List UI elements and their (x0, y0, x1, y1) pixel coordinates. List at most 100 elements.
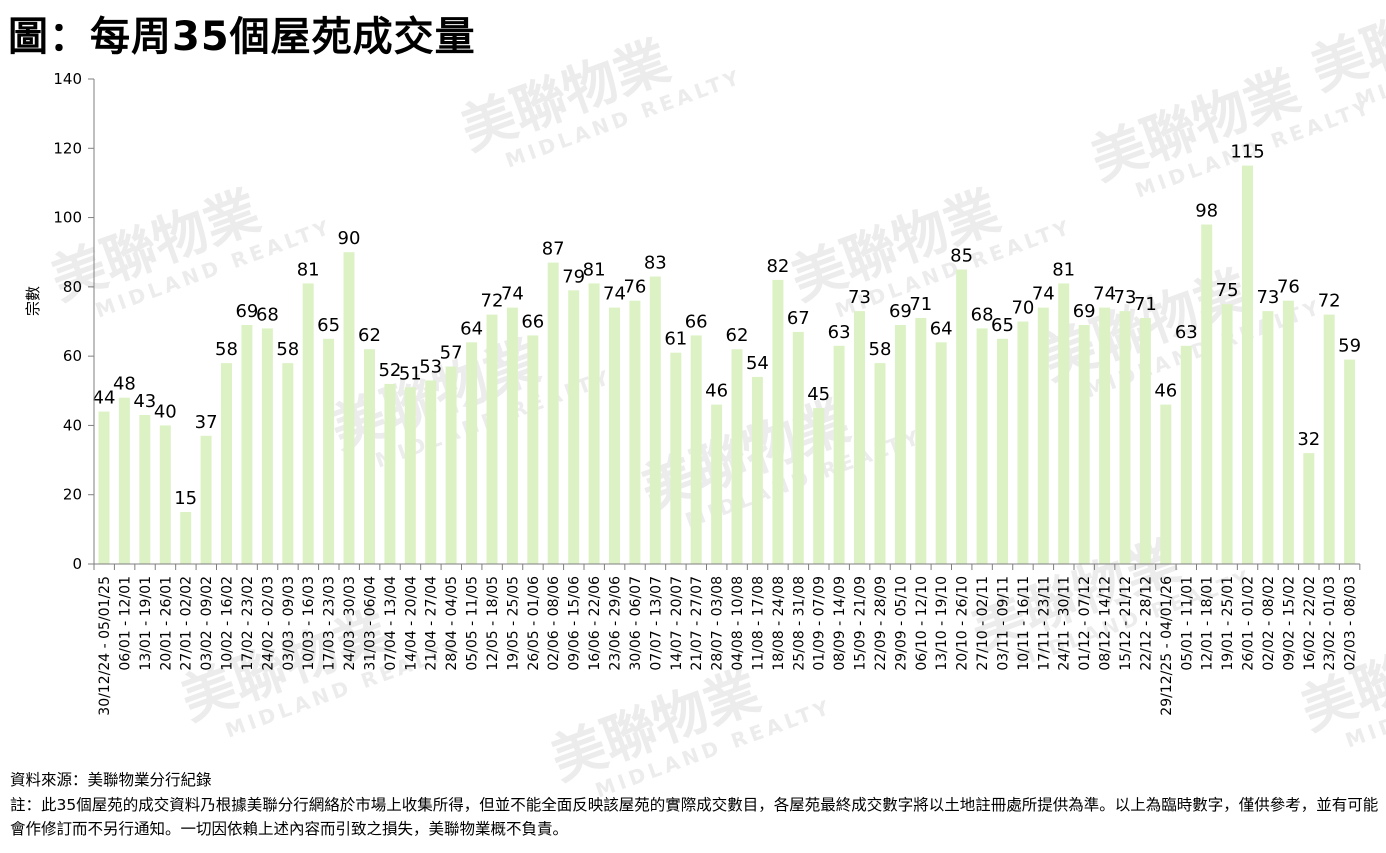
x-tick-label: 22/09 - 28/09 (873, 576, 889, 671)
bar (1180, 345, 1192, 565)
data-label: 65 (991, 315, 1014, 336)
bar (894, 325, 906, 564)
x-tick-label: 23/02 - 01/03 (1322, 576, 1338, 671)
bar (670, 352, 682, 564)
data-label: 71 (909, 294, 932, 315)
bar (221, 363, 232, 564)
bar (527, 335, 539, 564)
data-label: 73 (1114, 287, 1137, 308)
data-label: 63 (1175, 322, 1198, 343)
data-label: 83 (644, 253, 667, 274)
y-tick-label: 0 (72, 555, 82, 573)
data-label: 71 (1134, 294, 1157, 315)
data-label: 62 (358, 325, 381, 346)
x-tick-label: 20/01 - 26/01 (158, 576, 174, 671)
data-label: 40 (154, 401, 177, 422)
bar (180, 512, 192, 564)
bar (241, 325, 253, 564)
bar (384, 383, 396, 564)
data-label: 73 (1256, 287, 1279, 308)
bar (445, 366, 457, 564)
bar (159, 425, 171, 564)
bar (772, 279, 784, 564)
x-tick-label: 03/11 - 09/11 (996, 576, 1012, 671)
x-tick-label: 28/07 - 03/08 (710, 576, 726, 671)
bars-layer (98, 165, 1356, 565)
x-tick-label: 16/02 - 22/02 (1302, 576, 1318, 671)
x-tick-label: 31/03 - 06/04 (363, 576, 379, 671)
x-tick-label: 01/09 - 07/09 (812, 576, 828, 671)
x-tick-label: 02/06 - 08/06 (546, 576, 562, 671)
data-label: 79 (562, 266, 585, 287)
x-tick-label: 10/03 - 16/03 (301, 576, 317, 671)
bar (956, 269, 968, 564)
bar (1221, 304, 1233, 564)
x-tick-label: 30/06 - 06/07 (628, 576, 644, 671)
data-label: 74 (1032, 284, 1055, 305)
x-tick-label: 19/05 - 25/05 (505, 576, 521, 671)
x-tick-label: 26/01 - 01/02 (1241, 576, 1257, 671)
x-tick-label: 05/05 - 11/05 (465, 576, 481, 671)
data-label: 74 (1093, 284, 1116, 305)
data-label: 69 (1073, 301, 1096, 322)
data-label: 68 (971, 304, 994, 325)
bar (323, 338, 335, 564)
data-label: 44 (93, 388, 116, 409)
x-tick-label: 03/02 - 09/02 (199, 576, 215, 671)
bar (1119, 311, 1131, 564)
bar (364, 349, 375, 564)
x-tick-label: 06/10 - 12/10 (914, 576, 930, 671)
x-tick-label: 17/11 - 23/11 (1036, 576, 1052, 671)
x-tick-label: 17/03 - 23/03 (322, 576, 338, 671)
y-axis-label: 宗數 (24, 286, 42, 316)
bar (976, 328, 988, 564)
x-tick-label: 12/05 - 18/05 (485, 576, 501, 671)
y-tick-label: 140 (53, 70, 82, 88)
x-tick-label: 17/02 - 23/02 (240, 576, 256, 671)
data-label: 68 (256, 304, 279, 325)
data-label: 52 (378, 360, 401, 381)
data-label: 45 (807, 384, 830, 405)
bar (404, 387, 416, 564)
x-tick-label: 24/03 - 30/03 (342, 576, 358, 671)
bar (302, 283, 314, 564)
data-label: 15 (174, 488, 197, 509)
x-tick-label: 08/12 - 14/12 (1098, 576, 1114, 671)
bar (751, 376, 763, 564)
bar (588, 283, 600, 564)
x-tick-label: 27/01 - 02/02 (179, 576, 195, 671)
y-tick-label: 100 (53, 209, 82, 227)
x-tick-label: 25/08 - 31/08 (791, 576, 807, 671)
bar (915, 318, 927, 564)
x-tick-label: 29/12/25 - 04/01/26 (1159, 576, 1175, 716)
x-tick-label: 02/02 - 08/02 (1261, 576, 1277, 671)
bar (629, 300, 641, 564)
bar (1160, 404, 1172, 564)
bar (282, 363, 294, 564)
x-tick-label: 13/10 - 19/10 (934, 576, 950, 671)
bar (1099, 307, 1111, 564)
x-tick-label: 01/12 - 07/12 (1077, 576, 1093, 671)
x-tick-label: 29/09 - 05/10 (893, 576, 909, 671)
y-tick-label: 60 (63, 347, 82, 365)
data-label: 51 (399, 363, 422, 384)
bar (874, 363, 886, 564)
x-tick-label: 04/08 - 10/08 (730, 576, 746, 671)
y-tick-label: 40 (63, 416, 82, 434)
bar (1037, 307, 1049, 564)
data-label: 75 (1216, 280, 1239, 301)
x-tick-label: 07/07 - 13/07 (648, 576, 664, 671)
bar (118, 397, 130, 564)
data-label: 74 (603, 284, 626, 305)
data-label: 57 (440, 343, 463, 364)
data-label: 76 (1277, 277, 1300, 298)
bar (98, 411, 110, 564)
bar (1282, 300, 1294, 564)
x-tick-label: 20/10 - 26/10 (955, 576, 971, 671)
x-tick-label: 15/12 - 21/12 (1118, 576, 1134, 671)
data-label: 37 (195, 412, 218, 433)
bar (1078, 325, 1090, 564)
data-label: 74 (501, 284, 524, 305)
